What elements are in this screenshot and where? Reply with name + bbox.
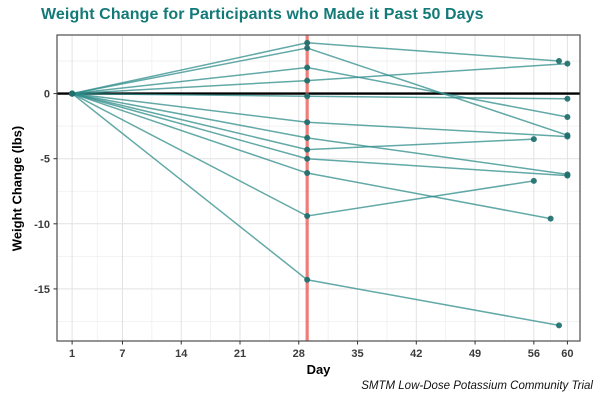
x-tick-label: 1 [69,348,75,360]
x-axis-title: Day [306,362,331,377]
x-tick-label: 21 [234,348,246,360]
participant-3-point [304,64,311,71]
participant-10-point [547,215,554,222]
participant-11-point [530,177,537,184]
x-tick-label: 7 [119,348,125,360]
participant-1-point [556,58,563,65]
chart-caption: SMTM Low-Dose Potassium Community Trial [361,380,593,392]
participant-1-point [304,39,311,46]
x-tick-label: 14 [175,348,188,360]
participant-11-point [304,212,311,219]
participant-9-point [304,155,311,162]
participant-5-point [304,93,311,100]
x-tick-label: 49 [469,348,481,360]
participant-4-point [564,60,571,67]
participant-4-point [304,77,311,84]
participant-10-point [304,170,311,177]
x-tick-label: 60 [561,348,573,360]
y-tick-label: -15 [34,284,50,296]
participant-2-point [304,45,311,52]
x-tick-label: 35 [351,348,363,360]
participant-6-point [564,133,571,140]
y-tick-label: 0 [44,89,50,101]
y-tick-label: -5 [40,154,50,166]
y-tick-label: -10 [34,219,50,231]
participant-12-point [69,90,76,97]
participant-5-point [564,95,571,102]
chart-title: Weight Change for Participants who Made … [41,6,484,23]
y-axis-title: Weight Change (lbs) [9,125,25,252]
participant-6-point [304,119,311,126]
participant-7-point [304,134,311,141]
participant-8-point [304,146,311,153]
participant-8-point [530,136,537,143]
participant-3-point [564,114,571,121]
x-tick-label: 56 [528,348,540,360]
x-tick-label: 42 [410,348,422,360]
panel-border [56,34,581,342]
participant-12-point [304,276,311,283]
participant-9-point [564,172,571,179]
x-tick-label: 28 [293,348,305,360]
participant-12-point [556,322,563,329]
